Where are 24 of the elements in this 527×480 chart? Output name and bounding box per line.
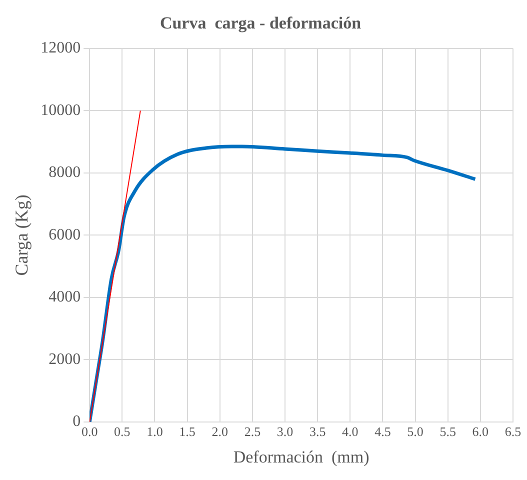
x-tick-label: 3.5: [309, 424, 326, 440]
x-tick-label: 0.0: [81, 424, 98, 440]
x-tick-label: 5.5: [440, 424, 456, 440]
y-tick-label: 10000: [40, 102, 81, 119]
chart-title: Curva carga - deformación: [160, 14, 362, 33]
x-tick-label: 6.5: [504, 424, 522, 440]
y-tick-label: 4000: [48, 288, 81, 306]
x-tick-label: 6.0: [472, 424, 489, 440]
y-tick-label: 6000: [48, 226, 81, 244]
y-tick-label: 0: [72, 413, 81, 430]
x-tick-label: 0.5: [114, 424, 130, 440]
x-tick-label: 3.0: [276, 424, 294, 440]
x-tick-label: 2.0: [212, 424, 228, 440]
x-tick-label: 1.0: [146, 424, 163, 440]
x-tick-label: 5.0: [407, 424, 424, 440]
y-tick-label: 12000: [40, 40, 81, 57]
x-tick-label: 4.0: [342, 424, 358, 440]
x-tick-label: 2.5: [244, 424, 261, 440]
y-axis-title: Carga (Kg): [12, 194, 32, 276]
x-tick-label: 4.5: [374, 424, 391, 440]
y-tick-label: 8000: [48, 164, 81, 182]
x-axis-title: Deformación (mm): [233, 447, 370, 466]
x-tick-label: 1.5: [179, 424, 196, 440]
y-tick-label: 2000: [48, 350, 81, 368]
